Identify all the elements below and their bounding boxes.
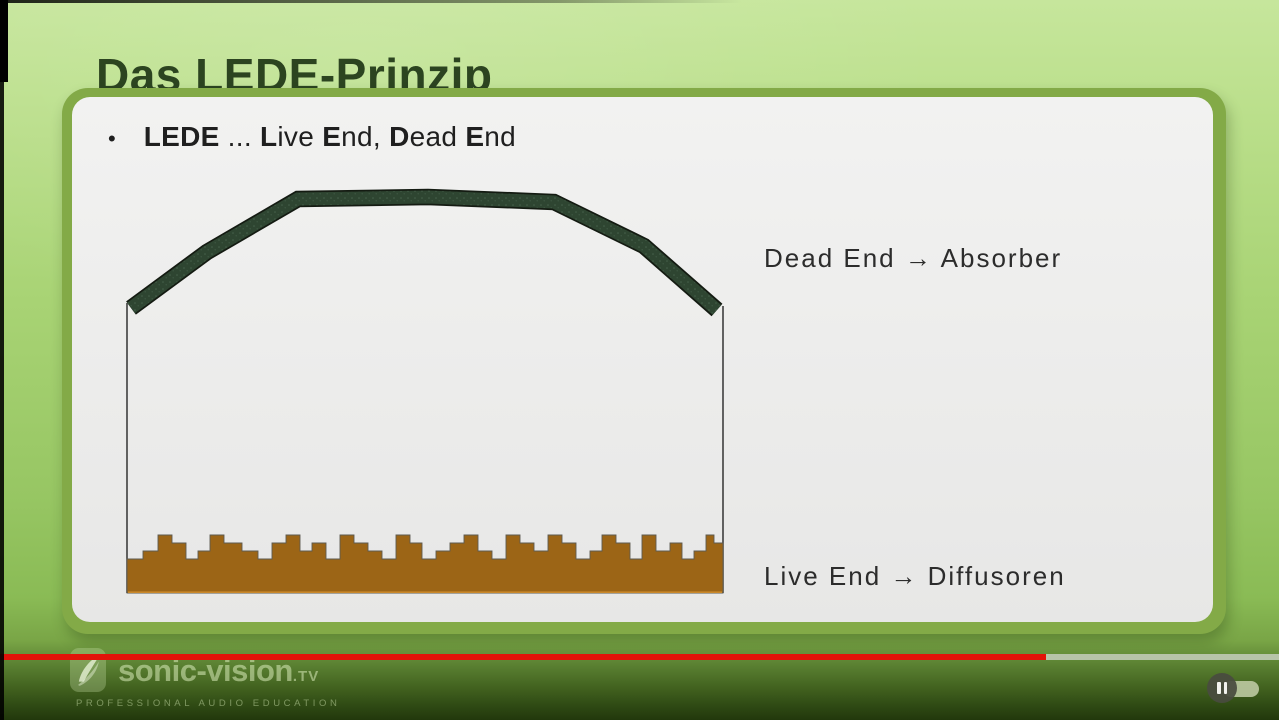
brand-text: sonic-vision.TV [118, 653, 320, 688]
live-end-label: Live End → Diffusoren [764, 561, 1066, 591]
progress-played [0, 654, 1047, 660]
video-edge-corner [0, 0, 8, 82]
brand-tagline: PROFESSIONAL AUDIO EDUCATION [76, 698, 341, 709]
video-edge-top [0, 0, 742, 3]
bullet-item: • LEDE ... Live End, Dead End [108, 121, 516, 153]
brand-suffix: .TV [292, 668, 320, 685]
content-card [62, 88, 1226, 634]
dead-end-label: Dead End → Absorber [764, 243, 1063, 273]
pause-toggle-button[interactable] [1205, 672, 1263, 706]
pause-icon [1207, 673, 1237, 703]
content-card-surface [72, 97, 1213, 622]
video-progress-bar[interactable] [0, 654, 1279, 660]
video-edge-left [0, 0, 4, 720]
bullet-marker: • [108, 126, 116, 151]
bullet-text: LEDE ... Live End, Dead End [143, 121, 517, 152]
